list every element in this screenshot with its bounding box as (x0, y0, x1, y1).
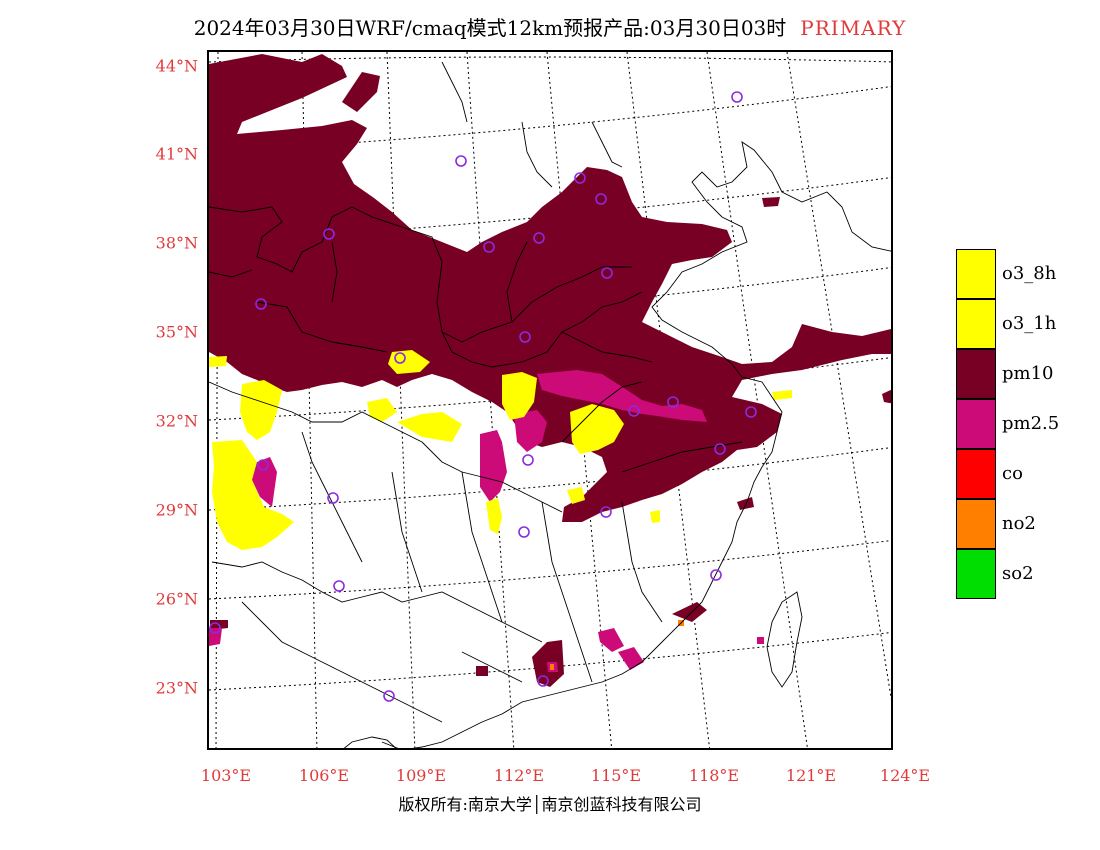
lon-label-118e: 118°E (688, 766, 740, 785)
legend-label: pm2.5 (1002, 413, 1060, 434)
lat-label-26n: 26°N (155, 589, 198, 609)
pm10-area (209, 54, 891, 687)
lat-label-44n: 44°N (155, 56, 198, 76)
legend-swatch (956, 249, 996, 299)
legend-label: o3_8h (1002, 263, 1057, 284)
lat-label-38n: 38°N (155, 233, 198, 253)
map-title: 2024年03月30日WRF/cmaq模式12km预报产品:03月30日03时 P… (0, 12, 1100, 41)
lon-label-124e: 124°E (879, 766, 931, 785)
map-frame (207, 50, 893, 750)
legend-label: no2 (1002, 513, 1036, 534)
legend-label: o3_1h (1002, 313, 1057, 334)
legend-swatch (956, 449, 996, 499)
lon-label-103e: 103°E (200, 766, 252, 785)
legend-label: so2 (1002, 563, 1034, 584)
lon-label-112e: 112°E (493, 766, 545, 785)
legend-swatch (956, 349, 996, 399)
station-markers (209, 91, 757, 702)
lat-label-29n: 29°N (155, 500, 198, 520)
lon-label-109e: 109°E (395, 766, 447, 785)
boundaries (209, 61, 891, 748)
legend-label: co (1002, 463, 1023, 484)
lon-label-106e: 106°E (298, 766, 350, 785)
lon-label-121e: 121°E (785, 766, 837, 785)
copyright: 版权所有:南京大学│南京创蓝科技有限公司 (398, 795, 702, 814)
lat-label-32n: 32°N (155, 411, 198, 431)
lat-label-41n: 41°N (155, 144, 198, 164)
legend-swatch (956, 399, 996, 449)
o3-area (209, 350, 792, 550)
legend-label: pm10 (1002, 363, 1054, 384)
lat-label-35n: 35°N (155, 322, 198, 342)
map-canvas (209, 52, 891, 748)
lat-label-23n: 23°N (155, 678, 198, 698)
map-title-text: 2024年03月30日WRF/cmaq模式12km预报产品:03月30日03时 (193, 16, 787, 40)
legend-swatch (956, 499, 996, 549)
pm25-area (209, 370, 764, 672)
lon-label-115e: 115°E (590, 766, 642, 785)
primary-tag: PRIMARY (800, 16, 907, 40)
legend-swatch (956, 299, 996, 349)
legend-swatch (956, 549, 996, 599)
